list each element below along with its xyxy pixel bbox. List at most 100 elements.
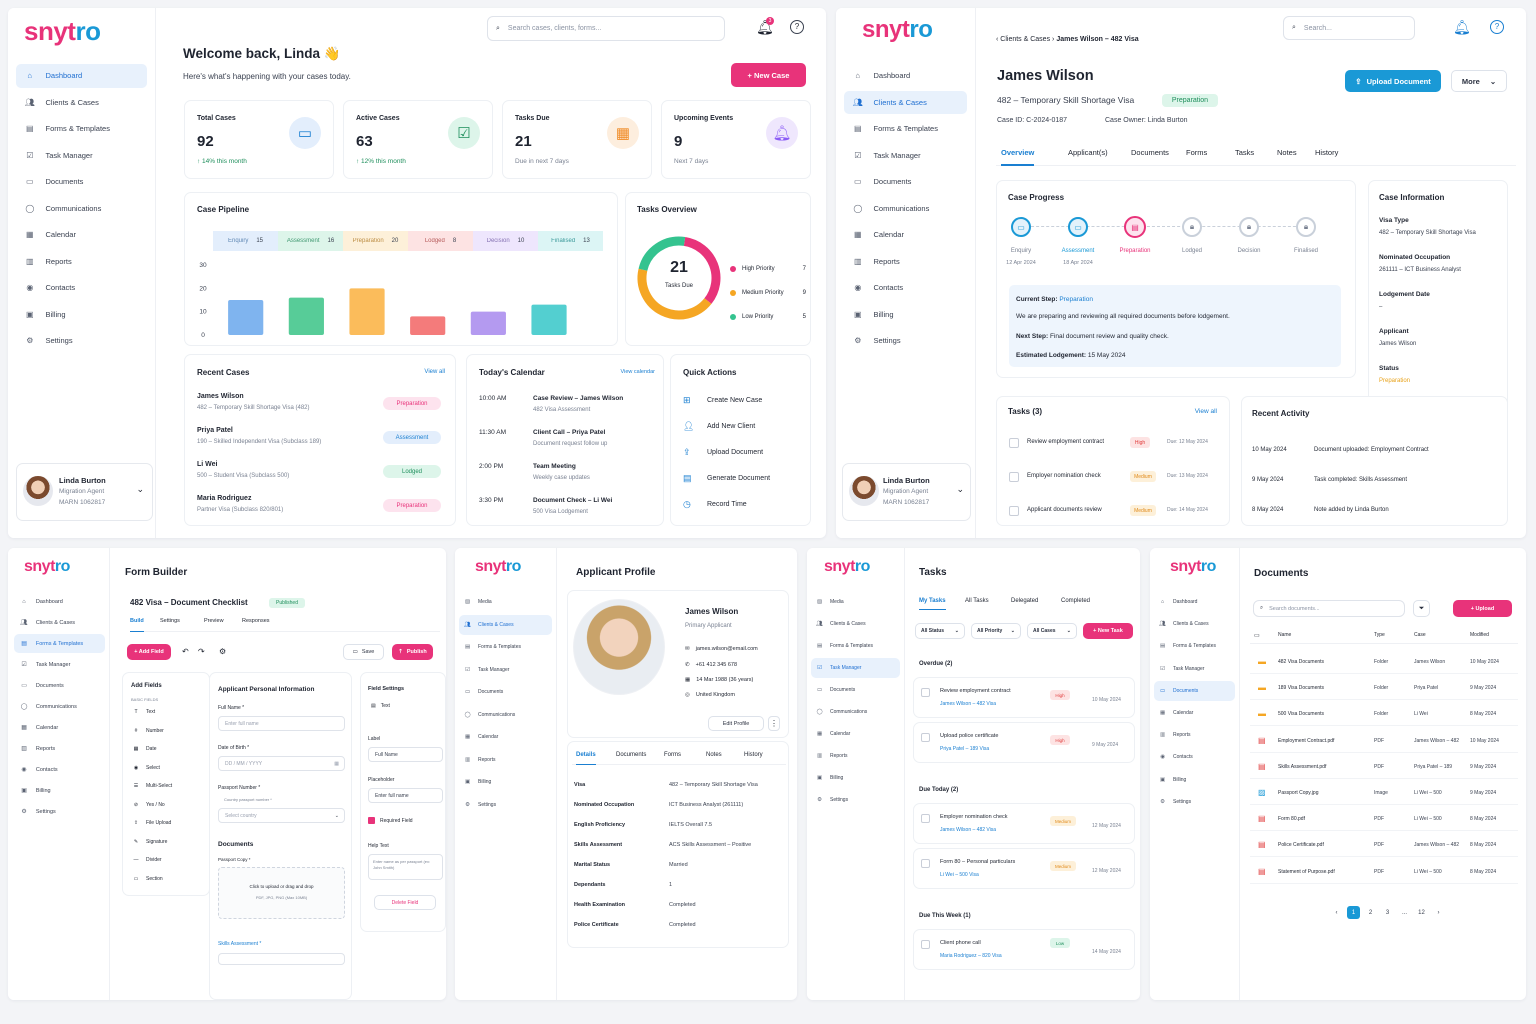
field-type-item[interactable]: T Text — [131, 709, 155, 715]
pipeline-stage-tab[interactable]: Enquiry 15 — [213, 231, 278, 251]
sidebar-item-billing[interactable]: ▣ Billing — [459, 772, 552, 793]
help-icon[interactable]: ? — [790, 20, 804, 34]
quick-action-item[interactable]: ⇪ Upload Document — [683, 447, 763, 458]
field-type-item[interactable]: ◉ Select — [131, 765, 160, 771]
sidebar-item-reports[interactable]: ▥ Reports — [1154, 725, 1235, 745]
quick-action-item[interactable]: ◷ Record Time — [683, 499, 747, 510]
save-button[interactable]: ▭ Save — [343, 644, 384, 660]
field-type-item[interactable]: — Divider — [131, 857, 162, 863]
recent-case-name[interactable]: Li Wei — [197, 461, 218, 468]
settings-icon[interactable]: ⚙ — [219, 647, 227, 656]
sidebar-item-forms[interactable]: ▤ Forms & Templates — [811, 636, 900, 656]
field-type-item[interactable]: # Number — [131, 728, 164, 734]
task-name[interactable]: Review employment contract — [1027, 439, 1105, 445]
pipeline-stage-tab[interactable]: Preparation 20 — [343, 231, 408, 251]
sidebar-item-calendar[interactable]: ▦ Calendar — [1154, 703, 1235, 723]
tab-documents[interactable]: Documents — [1131, 148, 1169, 157]
quick-action-item[interactable]: ⊞ Create New Case — [683, 395, 762, 406]
sidebar-item-tasks[interactable]: ☑ Task Manager — [14, 655, 105, 674]
document-row[interactable]: ▬ 482 Visa Documents Folder James Wilson 10 … — [1250, 656, 1518, 674]
tab-delegated[interactable]: Delegated — [1011, 598, 1039, 604]
field-type-item[interactable]: ⇪ File Upload — [131, 820, 171, 826]
sidebar-item-billing[interactable]: ▣ Billing — [1154, 770, 1235, 790]
sidebar-item-reports[interactable]: ▥ Reports — [14, 739, 105, 758]
add-field-button[interactable]: + Add Field — [127, 644, 171, 660]
document-row[interactable]: ▤ Form 80.pdf PDF Li Wei – 500 8 May 2024 — [1250, 813, 1518, 832]
document-row[interactable]: ▤ Police Certificate.pdf PDF James Wilson –… — [1250, 839, 1518, 858]
field-type-item[interactable]: ✎ Signature — [131, 839, 168, 845]
sidebar-item-settings[interactable]: ⚙ Settings — [16, 329, 147, 353]
upload-dropzone[interactable]: Click to upload or drag and drop PDF, JP… — [218, 867, 345, 919]
pipeline-stage-tab[interactable]: Finalised 13 — [538, 231, 603, 251]
tab-overview[interactable]: Overview — [1001, 148, 1035, 166]
tab-history[interactable]: History — [1315, 148, 1339, 157]
undo-icon[interactable]: ↶ — [182, 647, 189, 656]
breadcrumb-back-icon[interactable]: ‹ — [996, 36, 1001, 43]
filter-all-priority[interactable]: All Priority ⌄ — [971, 623, 1021, 639]
field-type-item[interactable]: ⊘ Yes / No — [131, 802, 165, 808]
task-checkbox[interactable] — [1009, 472, 1019, 482]
upload-button[interactable]: + Upload — [1453, 600, 1512, 617]
sidebar-item-forms[interactable]: ▤ Forms & Templates — [1154, 636, 1235, 656]
event-title[interactable]: Document Check – Li Wei — [533, 497, 613, 504]
field-type-item[interactable]: ☰ Multi-Select — [131, 783, 172, 789]
tab-forms[interactable]: Forms — [664, 752, 681, 758]
tab-preview[interactable]: Preview — [204, 618, 224, 624]
task-card[interactable]: Review employment contract James Wilson –… — [913, 677, 1135, 718]
search-input[interactable]: ⌕ Search... — [1283, 16, 1415, 40]
sidebar-item-reports[interactable]: ▥ Reports — [16, 250, 147, 274]
pipeline-stage-tab[interactable]: Assessment 16 — [278, 231, 343, 251]
dob-input[interactable]: DD / MM / YYYY ▦ — [218, 756, 345, 771]
chevron-down-icon[interactable]: ⌄ — [956, 484, 964, 494]
task-card[interactable]: Client phone call Maria Rodriguez – 820 V… — [913, 929, 1135, 970]
sidebar-item-forms[interactable]: ▤ Forms & Templates — [844, 117, 967, 141]
document-row[interactable]: ▬ 189 Visa Documents Folder Priya Patel 9 Ma… — [1250, 682, 1518, 701]
sidebar-item-media[interactable]: ▨ Media — [459, 592, 552, 613]
sidebar-item-clients[interactable]: 👥︎ Clients & Cases — [844, 90, 967, 114]
sidebar-item-dashboard[interactable]: ⌂ Dashboard — [16, 64, 147, 88]
task-name[interactable]: Employer nomination check — [1027, 473, 1101, 479]
sidebar-item-settings[interactable]: ⚙ Settings — [1154, 792, 1235, 812]
column-header-modified[interactable]: Modified — [1470, 632, 1489, 638]
tab-completed[interactable]: Completed — [1061, 598, 1091, 604]
pipeline-bar[interactable] — [349, 288, 385, 335]
prev-page-button[interactable]: ‹ — [1335, 909, 1338, 916]
sidebar-item-communications[interactable]: ◯ Communications — [14, 697, 105, 716]
sidebar-item-forms[interactable]: ▤ Forms & Templates — [14, 634, 105, 653]
view-all-link[interactable]: View all — [424, 369, 445, 375]
document-row[interactable]: ▤ Skills Assessment.pdf PDF Priya Patel – 1… — [1250, 761, 1518, 779]
redo-icon[interactable]: ↷ — [198, 647, 205, 656]
bell-icon[interactable]: 🔔︎ — [1453, 19, 1471, 35]
more-options-icon[interactable]: ⋮ — [768, 716, 780, 731]
filter-button[interactable]: ⏷ — [1413, 600, 1430, 617]
sidebar-item-tasks[interactable]: ☑ Task Manager — [16, 144, 147, 168]
help-text-input[interactable]: Enter name as per passport (ex: John Smi… — [368, 854, 443, 880]
select-all-icon[interactable]: ▭ — [1254, 633, 1260, 639]
sidebar-item-contacts[interactable]: ◉ Contacts — [844, 276, 967, 300]
sidebar-item-documents[interactable]: ▭ Documents — [459, 682, 552, 703]
document-row[interactable]: ▬ 500 Visa Documents Folder Li Wei 8 May 202… — [1250, 708, 1518, 727]
task-checkbox[interactable] — [921, 859, 930, 868]
column-header-case[interactable]: Case — [1414, 632, 1426, 638]
tab-settings[interactable]: Settings — [160, 618, 180, 624]
recent-case-name[interactable]: James Wilson — [197, 393, 244, 400]
sidebar-item-contacts[interactable]: ◉ Contacts — [1154, 747, 1235, 767]
quick-action-item[interactable]: 👤︎ Add New Client — [683, 421, 755, 432]
sidebar-item-settings[interactable]: ⚙ Settings — [459, 795, 552, 816]
delete-field-button[interactable]: Delete Field — [374, 895, 436, 910]
user-card[interactable]: Linda Burton Migration Agent MARN 106281… — [16, 463, 153, 521]
publish-button[interactable]: ⇡ Publish — [392, 644, 433, 660]
task-card[interactable]: Form 80 – Personal particulars Li Wei – 5… — [913, 848, 1135, 889]
sidebar-item-reports[interactable]: ▥ Reports — [459, 750, 552, 771]
task-card[interactable]: Upload police certificate Priya Patel – 1… — [913, 722, 1135, 763]
task-case[interactable]: James Wilson – 482 Visa — [940, 701, 997, 707]
event-title[interactable]: Team Meeting — [533, 463, 576, 470]
page-button[interactable]: 1 — [1347, 906, 1360, 919]
sidebar-item-communications[interactable]: ◯ Communications — [811, 702, 900, 722]
sidebar-item-contacts[interactable]: ◉ Contacts — [14, 760, 105, 779]
sidebar-item-calendar[interactable]: ▦ Calendar — [459, 727, 552, 748]
pipeline-stage-tab[interactable]: Decision 10 — [473, 231, 538, 251]
upload-document-button[interactable]: ⇪ Upload Document — [1345, 70, 1441, 92]
sidebar-item-documents[interactable]: ▭ Documents — [1154, 680, 1235, 701]
sidebar-item-communications[interactable]: ◯ Communications — [16, 197, 147, 221]
